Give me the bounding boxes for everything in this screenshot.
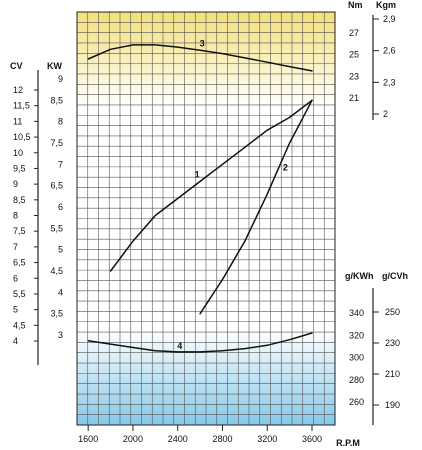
nm-tick-label: 25 (349, 50, 359, 60)
gkwh-tick-label: 300 (349, 353, 364, 363)
gcvh-tick-label: 210 (385, 369, 400, 379)
cv-tick-label: 4,5 (13, 320, 26, 330)
cv-tick-label: 6 (13, 273, 18, 283)
kw-tick-label: 8,5 (50, 95, 63, 105)
kw-tick-label: 6 (58, 202, 63, 212)
kgm-tick-label: 2,9 (383, 14, 396, 24)
cv-tick-label: 8 (13, 211, 18, 221)
cv-tick-label: 4 (13, 336, 18, 346)
kw-tick-label: 9 (58, 74, 63, 84)
cv-tick-label: 11,5 (13, 101, 30, 111)
gkwh-tick-label: 260 (349, 397, 364, 407)
gkwh-tick-label: 280 (349, 375, 364, 385)
grid (77, 12, 335, 425)
series-group (87, 44, 313, 353)
cv-tick-label: 7 (13, 242, 18, 252)
nm-tick-label: 23 (349, 71, 359, 81)
cv-tick-label: 9 (13, 179, 18, 189)
curve-3 (87, 44, 313, 72)
kw-tick-label: 7 (58, 159, 63, 169)
cv-tick-label: 11 (13, 116, 22, 126)
kgm-axis-title: Kgm (376, 0, 396, 10)
gcvh-tick-label: 230 (385, 338, 400, 348)
x-tick-label: 2800 (212, 434, 232, 444)
cv-tick-label: 12 (13, 85, 23, 95)
kw-tick-label: 5 (58, 245, 63, 255)
gcvh-tick-label: 250 (385, 307, 400, 317)
gcvh-axis-title: g/CVh (382, 271, 408, 281)
x-tick-label: 3200 (257, 434, 277, 444)
kw-tick-label: 3,5 (50, 309, 63, 319)
cv-tick-label: 5 (13, 305, 18, 315)
nm-tick-label: 21 (349, 93, 359, 103)
cv-tick-label: 8,5 (13, 195, 26, 205)
cv-tick-label: 5,5 (13, 289, 26, 299)
axes (34, 15, 379, 431)
curve-4 (87, 332, 313, 353)
cv-tick-label: 6,5 (13, 258, 26, 268)
kw-tick-label: 3 (58, 330, 63, 340)
x-tick-label: 2400 (168, 434, 188, 444)
cv-tick-label: 10,5 (13, 132, 31, 142)
x-tick-label: 2000 (123, 434, 143, 444)
x-tick-label: 1600 (78, 434, 98, 444)
cv-axis-title: CV (10, 61, 23, 71)
kw-axis-title: KW (47, 61, 62, 71)
kw-tick-label: 5,5 (50, 223, 63, 233)
kgm-tick-label: 2,6 (383, 46, 396, 56)
gkwh-axis-title: g/KWh (345, 271, 374, 281)
cv-tick-label: 7,5 (13, 226, 26, 236)
curve-label-2: 2 (283, 163, 288, 173)
cv-tick-label: 10 (13, 148, 23, 158)
nm-axis-title: Nm (348, 0, 363, 10)
plot-frame (76, 11, 336, 426)
kw-tick-label: 4 (58, 287, 63, 297)
curve-label-1: 1 (195, 169, 200, 179)
curve-label-4: 4 (177, 341, 182, 351)
curve-label-3: 3 (200, 38, 205, 48)
kw-tick-label: 8 (58, 117, 63, 127)
nm-tick-label: 27 (349, 28, 359, 38)
gcvh-tick-label: 190 (385, 400, 400, 410)
kw-tick-label: 6,5 (50, 181, 63, 191)
labels: 1600 2000 2400 2800 3200 3600 R.P.MCV1211,5111… (10, 0, 408, 448)
curve-1 (109, 99, 313, 272)
cv-tick-label: 9,5 (13, 163, 26, 173)
x-tick-label: 3600 (302, 434, 322, 444)
kw-tick-label: 4,5 (50, 266, 63, 276)
gkwh-tick-label: 320 (349, 330, 364, 340)
kw-tick-label: 7,5 (50, 138, 63, 148)
curve-2 (199, 99, 313, 315)
kgm-tick-label: 2 (383, 109, 388, 119)
kgm-tick-label: 2,3 (383, 77, 396, 87)
gkwh-tick-label: 340 (349, 308, 364, 318)
x-axis-title: R.P.M (336, 438, 360, 448)
